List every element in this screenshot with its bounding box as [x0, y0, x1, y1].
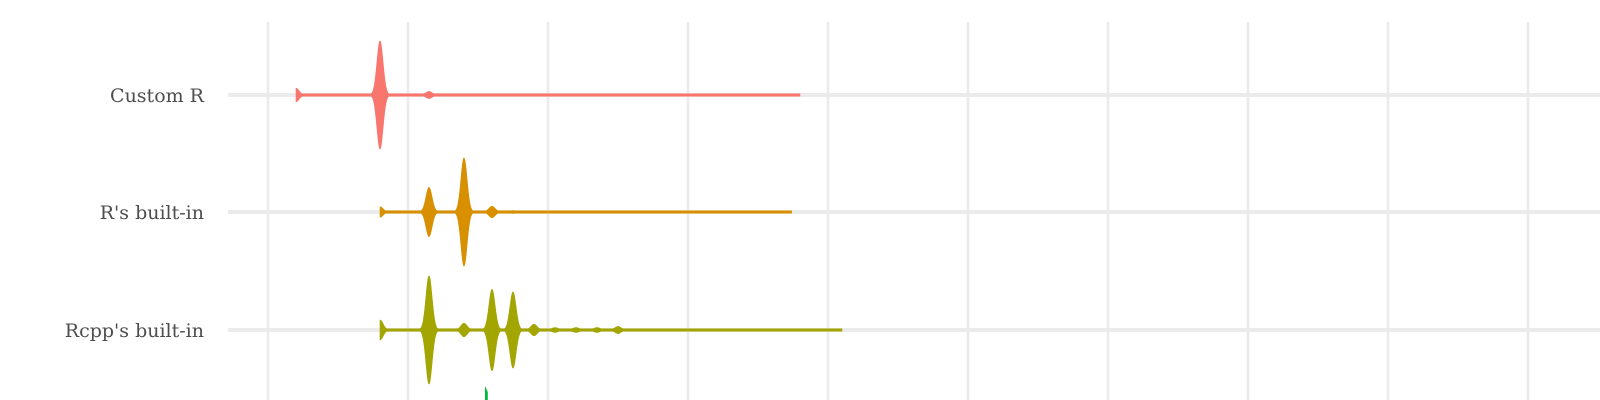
violin-partial-fourth: [485, 386, 488, 400]
violin-r-s-built-in: [379, 157, 792, 267]
y-tick-label-custom-r: Custom R: [110, 85, 205, 107]
y-tick-labels: Custom R R's built-in Rcpp's built-in: [65, 85, 205, 342]
y-tick-label-r-s-built-in: R's built-in: [100, 202, 204, 224]
violin-rcpp-s-built-in: [379, 275, 843, 385]
violin-custom-r: [295, 40, 801, 150]
violins: [295, 40, 843, 400]
y-tick-label-rcpp-s-built-in: Rcpp's built-in: [65, 320, 204, 342]
